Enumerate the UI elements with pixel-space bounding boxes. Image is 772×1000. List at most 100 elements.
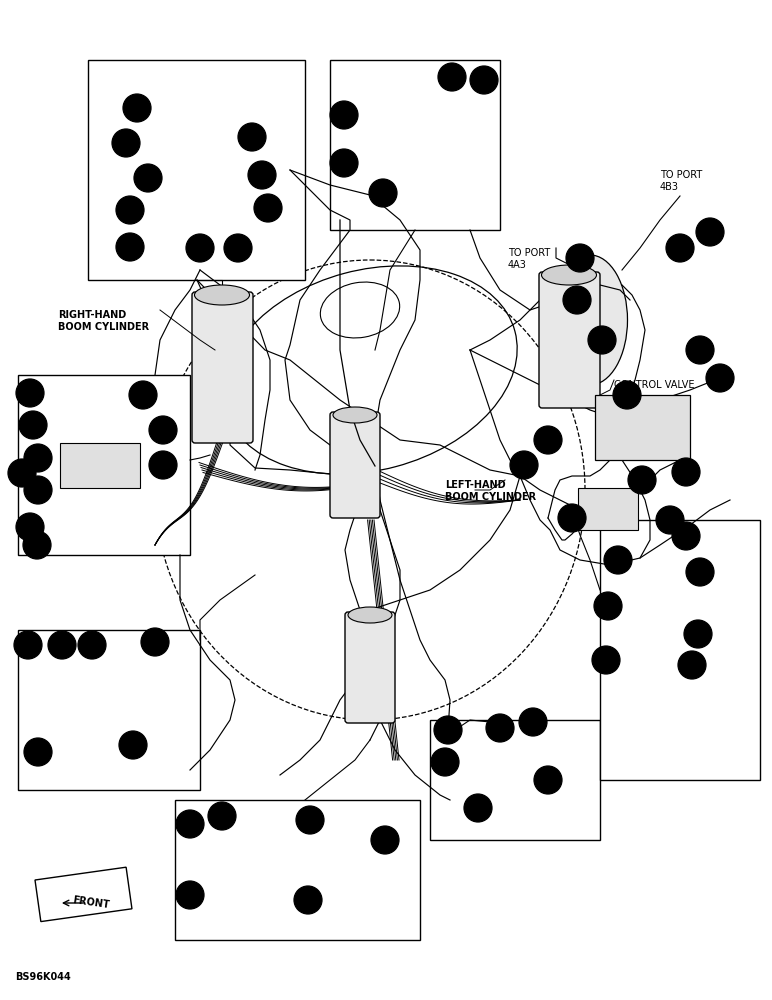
Text: 20: 20 bbox=[541, 435, 555, 445]
Circle shape bbox=[134, 164, 162, 192]
Text: 40: 40 bbox=[156, 425, 170, 435]
Text: RIGHT-HAND
BOOM CYLINDER: RIGHT-HAND BOOM CYLINDER bbox=[58, 310, 149, 332]
Circle shape bbox=[592, 646, 620, 674]
Text: 29: 29 bbox=[261, 203, 275, 213]
Circle shape bbox=[706, 364, 734, 392]
Circle shape bbox=[19, 411, 47, 439]
Circle shape bbox=[24, 738, 52, 766]
Text: 38: 38 bbox=[55, 640, 69, 650]
Text: 27: 27 bbox=[26, 420, 39, 430]
Text: 34: 34 bbox=[141, 173, 154, 183]
Circle shape bbox=[434, 716, 462, 744]
Circle shape bbox=[14, 631, 42, 659]
Text: 26: 26 bbox=[245, 132, 259, 142]
Circle shape bbox=[141, 628, 169, 656]
Text: 41: 41 bbox=[124, 242, 137, 252]
Text: 30: 30 bbox=[620, 390, 634, 400]
Text: 21: 21 bbox=[193, 243, 207, 253]
Circle shape bbox=[238, 123, 266, 151]
Circle shape bbox=[470, 66, 498, 94]
Circle shape bbox=[296, 806, 324, 834]
Text: 11: 11 bbox=[679, 467, 692, 477]
Text: 21: 21 bbox=[183, 890, 197, 900]
Text: 35: 35 bbox=[127, 740, 140, 750]
FancyBboxPatch shape bbox=[192, 292, 253, 443]
Circle shape bbox=[686, 336, 714, 364]
FancyBboxPatch shape bbox=[578, 488, 638, 530]
Circle shape bbox=[613, 381, 641, 409]
Text: 7: 7 bbox=[695, 629, 702, 639]
Circle shape bbox=[486, 714, 514, 742]
Circle shape bbox=[519, 708, 547, 736]
Circle shape bbox=[24, 444, 52, 472]
Circle shape bbox=[16, 379, 44, 407]
Circle shape bbox=[672, 522, 700, 550]
Text: 3: 3 bbox=[604, 601, 611, 611]
Text: 30: 30 bbox=[148, 637, 162, 647]
Circle shape bbox=[8, 459, 36, 487]
Text: 30: 30 bbox=[477, 75, 491, 85]
Circle shape bbox=[330, 149, 358, 177]
Bar bbox=[330, 60, 500, 230]
Bar bbox=[175, 800, 420, 940]
Ellipse shape bbox=[553, 255, 628, 385]
Bar bbox=[18, 630, 200, 790]
Text: 34: 34 bbox=[23, 522, 37, 532]
Circle shape bbox=[24, 476, 52, 504]
Text: 30: 30 bbox=[527, 717, 540, 727]
Text: FRONT: FRONT bbox=[72, 895, 110, 911]
Bar bbox=[88, 60, 305, 280]
Circle shape bbox=[666, 234, 694, 262]
FancyBboxPatch shape bbox=[595, 395, 690, 460]
Circle shape bbox=[686, 558, 714, 586]
Circle shape bbox=[684, 620, 712, 648]
Circle shape bbox=[294, 886, 322, 914]
Text: 40: 40 bbox=[119, 138, 133, 148]
Text: 25: 25 bbox=[215, 811, 229, 821]
Text: 10: 10 bbox=[445, 72, 459, 82]
Circle shape bbox=[588, 326, 616, 354]
FancyBboxPatch shape bbox=[60, 443, 140, 488]
Circle shape bbox=[123, 94, 151, 122]
Circle shape bbox=[112, 129, 140, 157]
Circle shape bbox=[678, 651, 706, 679]
Circle shape bbox=[129, 381, 157, 409]
Circle shape bbox=[369, 179, 397, 207]
Text: 34: 34 bbox=[31, 747, 45, 757]
Circle shape bbox=[558, 504, 586, 532]
Text: 37: 37 bbox=[438, 757, 452, 767]
Text: LEFT-HAND
BOOM CYLINDER: LEFT-HAND BOOM CYLINDER bbox=[445, 480, 536, 502]
Text: 36: 36 bbox=[85, 640, 99, 650]
Text: 29: 29 bbox=[15, 468, 29, 478]
Circle shape bbox=[48, 631, 76, 659]
Circle shape bbox=[330, 101, 358, 129]
Circle shape bbox=[534, 766, 562, 794]
Circle shape bbox=[116, 233, 144, 261]
Ellipse shape bbox=[348, 607, 392, 623]
Text: 13: 13 bbox=[595, 335, 609, 345]
Text: 5: 5 bbox=[682, 531, 689, 541]
Text: 18: 18 bbox=[663, 515, 677, 525]
Text: 31: 31 bbox=[574, 253, 587, 263]
Circle shape bbox=[254, 194, 282, 222]
Text: 42: 42 bbox=[124, 205, 137, 215]
Text: 2: 2 bbox=[603, 655, 609, 665]
Circle shape bbox=[176, 881, 204, 909]
Bar bbox=[430, 720, 600, 840]
Circle shape bbox=[149, 451, 177, 479]
Text: 33: 33 bbox=[703, 227, 716, 237]
Circle shape bbox=[248, 161, 276, 189]
Circle shape bbox=[464, 794, 492, 822]
Ellipse shape bbox=[333, 407, 377, 423]
Bar bbox=[18, 375, 190, 555]
Text: 38: 38 bbox=[441, 725, 455, 735]
Text: 28: 28 bbox=[231, 243, 245, 253]
Circle shape bbox=[176, 810, 204, 838]
Circle shape bbox=[16, 513, 44, 541]
Text: 41: 41 bbox=[30, 540, 44, 550]
Circle shape bbox=[23, 531, 51, 559]
Circle shape bbox=[672, 458, 700, 486]
Circle shape bbox=[604, 546, 632, 574]
Bar bbox=[35, 867, 132, 922]
Text: 19: 19 bbox=[517, 460, 531, 470]
